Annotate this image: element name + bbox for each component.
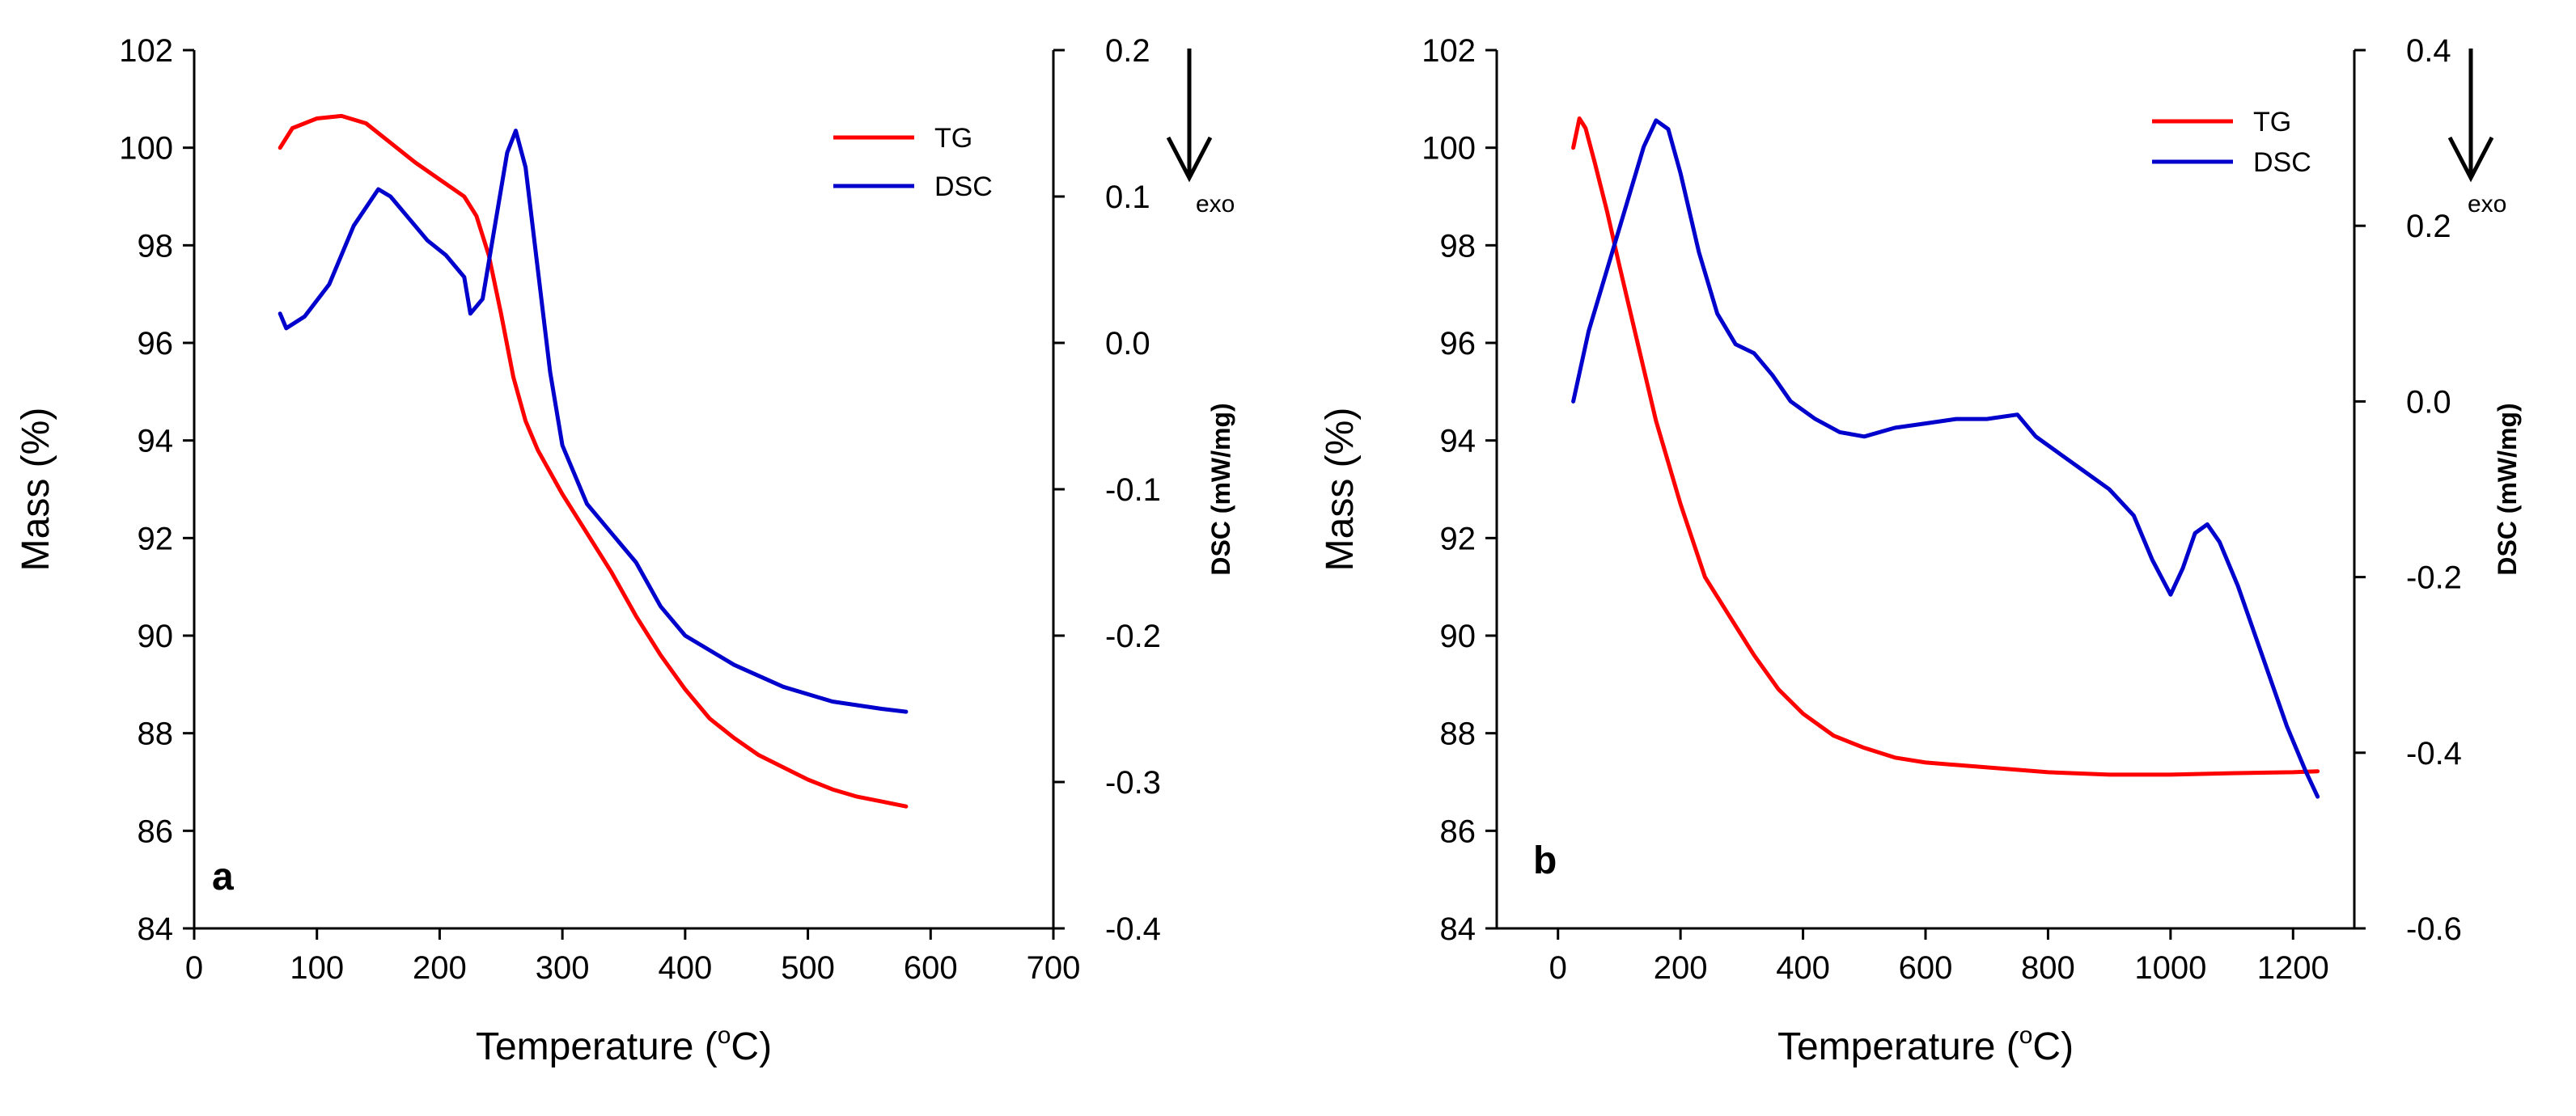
x-tick-label: 600 (1899, 950, 1953, 986)
y2-tick-label: 0.4 (2406, 33, 2451, 69)
x-tick-label: 200 (1654, 950, 1708, 986)
series-line-dsc (278, 129, 909, 714)
x-tick-label: 0 (1549, 950, 1567, 986)
y2-axis-title: DSC (mW/mg) (1206, 403, 1235, 575)
series-line-tg (278, 113, 909, 809)
x-axis-title: Temperature (oC) (476, 1022, 772, 1068)
y2-tick-label: -0.4 (2406, 736, 2462, 771)
y2-tick-label: 0.2 (2406, 209, 2451, 244)
y-axis-title: Mass (%) (1319, 408, 1362, 572)
y2-tick-label: 0.0 (2406, 384, 2451, 420)
x-tick-label: 200 (413, 950, 467, 986)
x-tick-label: 100 (290, 950, 344, 986)
exo-label: exo (1196, 191, 1235, 218)
x-tick-label: 600 (904, 950, 958, 986)
x-tick-label: 300 (536, 950, 590, 986)
y-tick-label: 96 (138, 326, 174, 361)
y-tick-label: 98 (1440, 228, 1477, 264)
chart-panel-a: 0 100 200 300 400 500 600 700 84 86 88 90 92 94 96 98 10… (15, 33, 1235, 1068)
y-tick-label: 102 (119, 33, 173, 69)
legend-label-tg: TG (934, 123, 972, 154)
y2-tick-label: 0.2 (1105, 33, 1150, 69)
y-tick-label: 84 (1440, 911, 1477, 947)
y2-tick-label: -0.3 (1105, 765, 1161, 801)
exo-arrow-head (1166, 136, 1213, 183)
y-axis-title: Mass (%) (15, 408, 57, 572)
y-tick-label: 92 (138, 521, 174, 556)
x-axis-title-prefix: Temperature ( (1777, 1025, 2019, 1068)
panel-label: a (212, 856, 234, 898)
y-tick-label: 86 (1440, 814, 1477, 849)
y-tick-label: 90 (1440, 619, 1477, 654)
x-tick-label: 700 (1027, 950, 1081, 986)
y-tick-label: 86 (138, 814, 174, 849)
x-tick-label: 800 (2021, 950, 2075, 986)
y2-tick-label: 0.0 (1105, 326, 1150, 361)
y-tick-label: 88 (1440, 717, 1477, 752)
x-tick-label: 400 (1776, 950, 1830, 986)
y-tick-label: 92 (1440, 521, 1477, 556)
y-tick-label: 102 (1421, 33, 1476, 69)
series-line-dsc (1571, 118, 2320, 799)
x-tick-label: 0 (185, 950, 203, 986)
y-tick-label: 98 (138, 228, 174, 264)
x-axis-title: Temperature (oC) (1777, 1022, 2074, 1068)
x-axis-title-degree: o (718, 1022, 731, 1049)
y2-axis-title: DSC (mW/mg) (2493, 403, 2522, 575)
y-tick-label: 94 (138, 424, 174, 459)
x-axis-title-suffix: C) (731, 1025, 772, 1068)
x-axis-title-degree: o (2019, 1022, 2033, 1049)
exo-arrow-head (2447, 136, 2494, 183)
x-axis-title-suffix: C) (2032, 1025, 2074, 1068)
y2-tick-label: -0.2 (2406, 560, 2462, 596)
y-tick-label: 100 (1421, 131, 1476, 167)
x-tick-label: 1200 (2257, 950, 2329, 986)
x-tick-label: 500 (781, 950, 835, 986)
y2-tick-label: -0.4 (1105, 911, 1161, 947)
legend-label-tg: TG (2253, 107, 2291, 137)
y-tick-label: 96 (1440, 326, 1477, 361)
chart-panel-b: 0 200 400 600 800 1000 1200 84 86 88 90 92 94 96 98 100… (1319, 33, 2522, 1068)
y-tick-label: 100 (119, 131, 173, 167)
x-axis-title-prefix: Temperature ( (476, 1025, 718, 1068)
y-tick-label: 88 (138, 717, 174, 752)
x-tick-label: 400 (658, 950, 712, 986)
legend-label-dsc: DSC (934, 171, 993, 202)
y-tick-label: 84 (138, 911, 174, 947)
y-tick-label: 94 (1440, 424, 1477, 459)
legend-label-dsc: DSC (2253, 147, 2311, 178)
series-line-tg (1571, 116, 2320, 777)
y-tick-label: 90 (138, 619, 174, 654)
exo-label: exo (2468, 191, 2506, 218)
y2-tick-label: -0.1 (1105, 472, 1161, 508)
x-tick-label: 1000 (2134, 950, 2206, 986)
y2-tick-label: -0.6 (2406, 911, 2462, 947)
y2-tick-label: 0.1 (1105, 180, 1150, 215)
panel-label: b (1533, 839, 1557, 882)
y2-tick-label: -0.2 (1105, 619, 1161, 654)
